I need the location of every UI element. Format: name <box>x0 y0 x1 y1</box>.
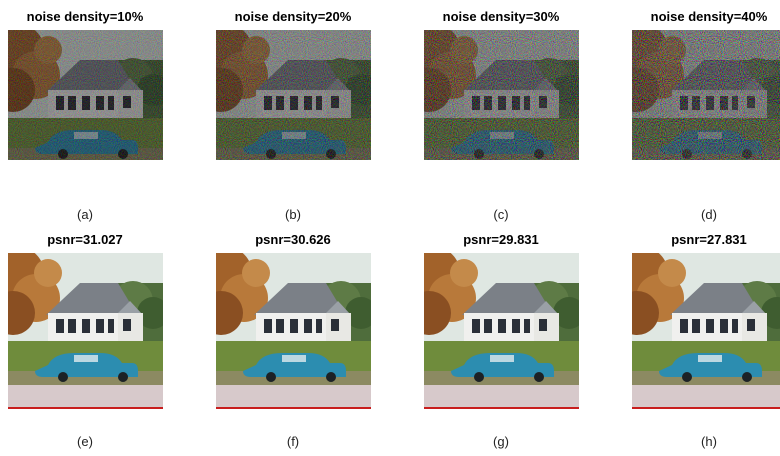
restored-image <box>216 253 371 413</box>
restored-image <box>424 253 579 413</box>
panel-caption: (h) <box>679 434 739 449</box>
panel-caption: (f) <box>263 434 323 449</box>
panel-title: noise density=30% <box>401 9 601 24</box>
panel-caption: (b) <box>263 207 323 222</box>
noisy-image <box>8 30 163 190</box>
noisy-image <box>216 30 371 190</box>
panel-title: noise density=20% <box>193 9 393 24</box>
noise-overlay <box>216 30 371 160</box>
noisy-image <box>632 30 780 190</box>
noise-overlay <box>424 30 579 160</box>
panel-title: psnr=27.831 <box>609 232 780 247</box>
panel-caption: (e) <box>55 434 115 449</box>
panel-title: psnr=30.626 <box>193 232 393 247</box>
panel-caption: (g) <box>471 434 531 449</box>
panel-caption: (a) <box>55 207 115 222</box>
panel-title: psnr=31.027 <box>0 232 185 247</box>
panel-caption: (c) <box>471 207 531 222</box>
figure: (() => { const data = JSON.parse(documen… <box>0 0 780 456</box>
restored-image <box>8 253 163 413</box>
noisy-image <box>424 30 579 190</box>
restored-image <box>632 253 780 413</box>
noise-overlay <box>8 30 163 160</box>
panel-title: noise density=40% <box>609 9 780 24</box>
noise-overlay <box>632 30 780 160</box>
panel-caption: (d) <box>679 207 739 222</box>
panel-title: psnr=29.831 <box>401 232 601 247</box>
panel-title: noise density=10% <box>0 9 185 24</box>
